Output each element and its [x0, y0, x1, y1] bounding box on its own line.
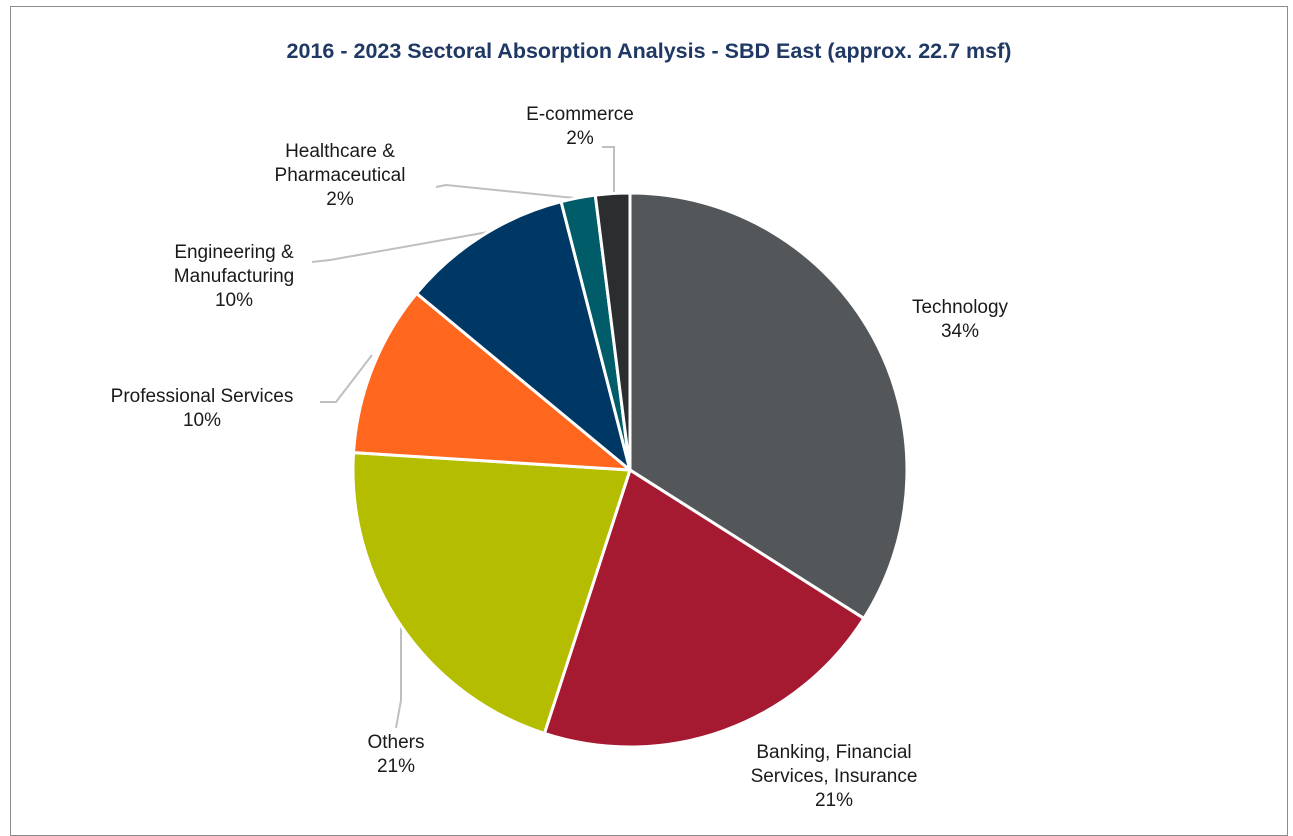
slice-percent: 2%	[566, 128, 594, 149]
slice-percent: 21%	[815, 790, 853, 811]
pie-slice-technology	[628, 191, 909, 620]
slice-name-line: Banking, Financial	[756, 742, 911, 763]
slice-label-professional-services: Professional Services 10%	[111, 386, 294, 431]
pie-slice-e-commerce	[593, 191, 632, 472]
slice-name-line: Pharmaceutical	[275, 165, 406, 186]
slice-percent: 34%	[941, 321, 979, 342]
leader-line-e-commerce	[602, 146, 615, 194]
slice-percent: 10%	[183, 410, 221, 431]
slice-name-line: Engineering &	[174, 242, 294, 263]
slice-labels: Technology 34% Banking, Financial Services,…	[111, 104, 1009, 811]
slice-name-line: Services, Insurance	[751, 766, 918, 787]
slice-name-line: Professional Services	[111, 386, 294, 407]
pie-slice-others	[351, 451, 632, 735]
slice-name-line: Technology	[912, 297, 1009, 318]
slice-label-e-commerce: E-commerce 2%	[526, 104, 634, 149]
chart-title: 2016 - 2023 Sectoral Absorption Analysis…	[286, 39, 1012, 63]
slice-percent: 10%	[215, 290, 253, 311]
slice-percent: 2%	[326, 189, 354, 210]
pie-slice-engineering-manufacturing	[415, 200, 632, 472]
leader-line-engineering-manufacturing	[311, 231, 489, 263]
slice-name-line: Healthcare &	[285, 141, 395, 162]
leader-line-healthcare-pharmaceutical	[435, 183, 585, 200]
slice-name-line: Others	[367, 732, 424, 753]
slice-label-banking-financial-services-insurance: Banking, Financial Services, Insurance 21%	[751, 742, 918, 811]
pie-slice-banking-financial-services-insurance	[542, 468, 866, 749]
slice-label-technology: Technology 34%	[912, 297, 1009, 342]
slice-percent: 21%	[377, 756, 415, 777]
leader-line-professional-services	[320, 354, 373, 403]
pie-slices	[351, 191, 909, 749]
slice-label-engineering-manufacturing: Engineering & Manufacturing 10%	[174, 242, 294, 311]
slice-label-others: Others 21%	[367, 732, 424, 777]
slice-name-line: E-commerce	[526, 104, 634, 125]
slice-label-healthcare-pharmaceutical: Healthcare & Pharmaceutical 2%	[275, 141, 406, 210]
slice-name-line: Manufacturing	[174, 266, 294, 287]
pie-slice-professional-services	[352, 291, 632, 472]
